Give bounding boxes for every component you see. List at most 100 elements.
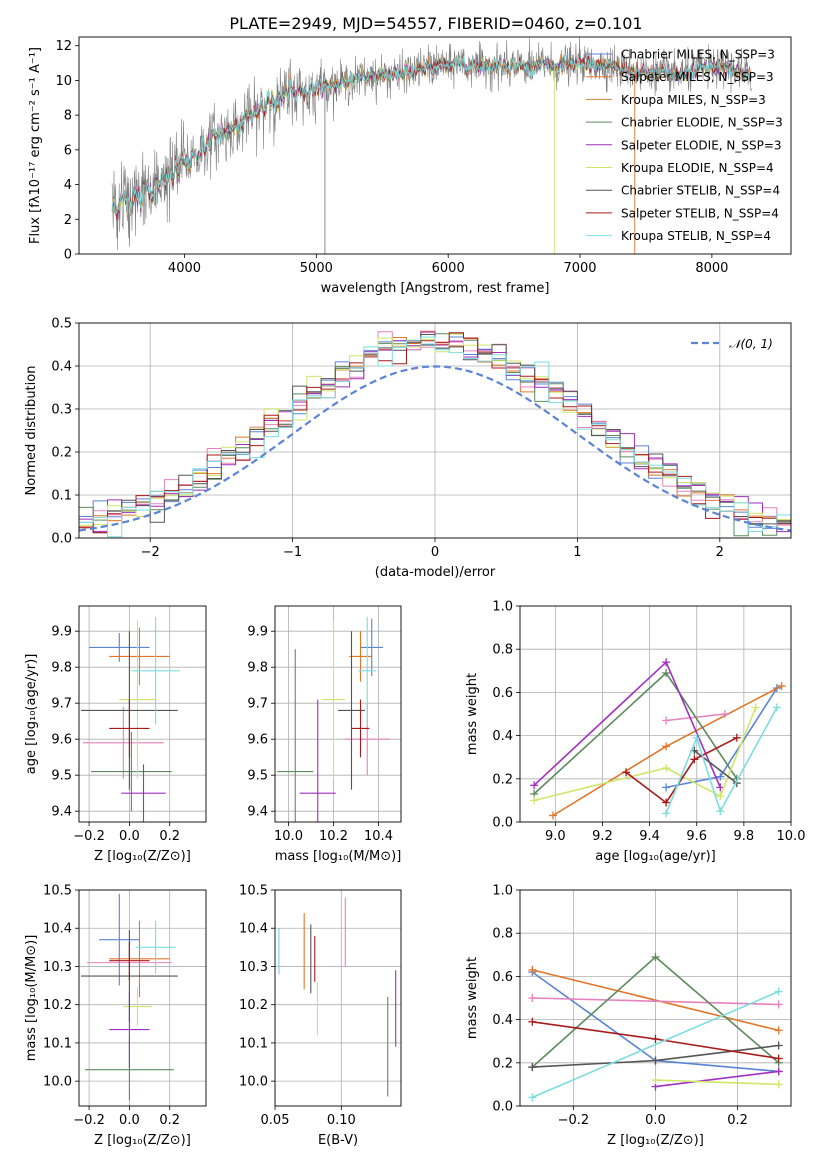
y-axis-label: mass weight <box>465 673 480 755</box>
x-tick-label: 8000 <box>695 261 728 276</box>
y-tick-label: 9.4 <box>247 805 268 820</box>
x-tick-label: 10.4 <box>364 829 393 844</box>
x-tick-label: 4000 <box>168 261 201 276</box>
x-tick-label: 9.2 <box>592 829 613 844</box>
plot-area <box>79 323 791 538</box>
axes-frame <box>78 605 207 823</box>
legend-entry: Salpeter STELIB, N_SSP=4 <box>621 206 779 220</box>
x-tick-label: 0.2 <box>159 829 180 844</box>
x-axis-label: mass [log₁₀(M/M⊙)] <box>275 849 402 864</box>
y-tick-label: 0.1 <box>51 489 72 504</box>
y-tick-label: 10.2 <box>43 998 72 1013</box>
y-tick-label: 8 <box>64 109 72 124</box>
x-axis-label: Z [log₁₀(Z/Z⊙)] <box>94 1133 191 1148</box>
y-tick-label: 0.3 <box>51 403 72 418</box>
plot-area <box>520 890 791 1106</box>
y-tick-label: 0 <box>64 248 72 263</box>
y-tick-label: 9.4 <box>51 805 72 820</box>
x-tick-label: 1 <box>573 545 581 560</box>
y-axis-label: Flux [fλ10⁻¹⁷ erg cm⁻² s⁻¹ A⁻¹] <box>28 47 43 244</box>
y-tick-label: 0.8 <box>492 643 513 658</box>
y-axis-label: Normed distribution <box>24 366 39 496</box>
x-axis-label: (data-model)/error <box>375 565 496 580</box>
axes-frame <box>78 36 792 255</box>
x-tick-label: 5000 <box>300 261 333 276</box>
y-tick-label: 0.4 <box>492 729 513 744</box>
y-axis-label: mass weight <box>465 957 480 1039</box>
x-tick-label: 10.2 <box>319 829 348 844</box>
legend-entry: Salpeter MILES, N_SSP=3 <box>621 70 774 84</box>
y-tick-label: 0.8 <box>492 927 513 942</box>
panel-weight_vs_Z: −0.2 0.0 0.2 0.0 0.2 0.4 0.6 0.8 1.0 Z [log₁₀(Z/Z… <box>465 884 792 1148</box>
y-axis-label: mass [log₁₀(M/M⊙)] <box>24 935 39 1062</box>
plot-area <box>275 890 401 1106</box>
panel-mass_vs_EBV: 0.05 0.10 10.0 10.1 10.2 10.3 10.4 10.5 E(B-V) <box>239 884 402 1148</box>
axes-frame <box>519 889 792 1107</box>
x-tick-label: 10.0 <box>274 829 303 844</box>
x-tick-label: 7000 <box>563 261 596 276</box>
spectrum-model-line <box>111 54 752 215</box>
y-tick-label: 10.3 <box>239 960 268 975</box>
x-tick-label: −1 <box>283 545 302 560</box>
x-axis-label: Z [log₁₀(Z/Z⊙)] <box>94 849 191 864</box>
panel-age_vs_Z: −0.2 0.0 0.2 9.4 9.5 9.6 9.7 9.8 9.9 Z [log₁₀(Z/Z… <box>24 605 207 864</box>
x-axis-label: age [log₁₀(age/yr)] <box>595 849 716 864</box>
x-tick-label: 0.0 <box>645 1113 666 1128</box>
x-tick-label: 9.4 <box>639 829 660 844</box>
y-tick-label: 1.0 <box>492 884 513 899</box>
x-tick-label: 9.6 <box>686 829 707 844</box>
weight-series-line <box>665 707 778 814</box>
y-tick-label: 1.0 <box>492 600 513 615</box>
axes-frame <box>274 889 402 1107</box>
y-tick-label: 10.0 <box>43 1075 72 1090</box>
y-tick-label: 10.2 <box>239 998 268 1013</box>
x-tick-label: 0.0 <box>119 829 140 844</box>
normal-curve <box>79 365 791 532</box>
panel-mass_vs_Z: −0.2 0.0 0.2 10.0 10.1 10.2 10.3 10.4 10.5 Z [log… <box>24 884 207 1148</box>
legend-entry: 𝒩(0, 1) <box>729 337 773 351</box>
weight-series-line <box>532 997 779 1006</box>
weight-series-line <box>655 1079 779 1086</box>
plot-area <box>111 37 752 254</box>
y-tick-label: 9.6 <box>51 733 72 748</box>
x-tick-label: 0.10 <box>327 1113 356 1128</box>
y-tick-label: 9.7 <box>51 697 72 712</box>
legend-entry: Chabrier STELIB, N_SSP=4 <box>621 184 780 198</box>
x-tick-label: 0.2 <box>159 1113 180 1128</box>
x-tick-label: 9.8 <box>734 829 755 844</box>
weight-series-line <box>625 737 738 804</box>
y-tick-label: 0.4 <box>51 360 72 375</box>
legend-entry: Kroupa MILES, N_SSP=3 <box>621 93 766 107</box>
y-tick-label: 6 <box>64 143 72 158</box>
axes-frame <box>78 322 792 539</box>
weight-series-line <box>533 707 757 802</box>
y-tick-label: 0.0 <box>51 532 72 547</box>
legend-entry: Chabrier ELODIE, N_SSP=3 <box>621 116 783 130</box>
weight-series-line <box>531 990 780 1099</box>
y-tick-label: 10 <box>55 74 72 89</box>
legend-entry: Kroupa STELIB, N_SSP=4 <box>621 229 771 243</box>
y-tick-label: 4 <box>64 178 72 193</box>
weight-series-line <box>552 685 782 817</box>
legend-entry: Kroupa ELODIE, N_SSP=4 <box>621 161 774 175</box>
plot-area <box>520 606 791 822</box>
y-tick-label: 9.8 <box>247 661 268 676</box>
y-tick-label: 12 <box>55 39 72 54</box>
y-tick-label: 9.7 <box>247 697 268 712</box>
y-tick-label: 2 <box>64 213 72 228</box>
x-tick-label: 2 <box>716 545 724 560</box>
x-tick-label: 0.2 <box>727 1113 748 1128</box>
y-tick-label: 0.5 <box>51 317 72 332</box>
plot-area <box>79 890 206 1106</box>
y-tick-label: 0.4 <box>492 1013 513 1028</box>
y-tick-label: 10.1 <box>43 1036 72 1051</box>
weight-series-line <box>532 969 779 1032</box>
legend-entry: Chabrier MILES, N_SSP=3 <box>621 48 775 62</box>
legend-entry: Salpeter ELODIE, N_SSP=3 <box>621 138 782 152</box>
y-tick-label: 0.2 <box>492 1056 513 1071</box>
residual-histogram <box>79 336 791 538</box>
y-tick-label: 10.4 <box>239 922 268 937</box>
y-tick-label: 0.2 <box>51 446 72 461</box>
y-tick-label: 0.2 <box>492 772 513 787</box>
